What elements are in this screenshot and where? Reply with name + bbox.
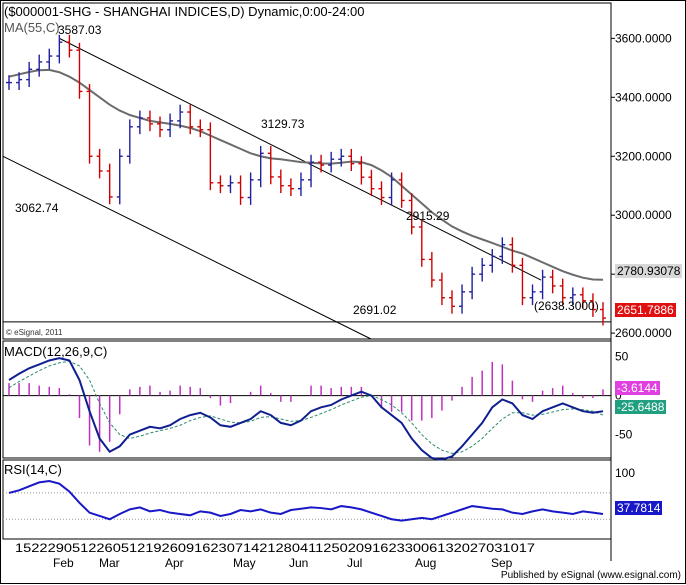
x-month-label: Aug: [415, 556, 436, 570]
macd-tick-label: 0: [615, 389, 622, 403]
x-month-label: Apr: [165, 556, 184, 570]
ma-label: MA(55,C): [4, 20, 60, 35]
annotation-target: (2638.3000): [534, 299, 599, 313]
panel-frame-0: [2, 2, 612, 340]
rsi-title: RSI(14,C): [4, 462, 62, 477]
rsi-line: [8, 480, 604, 522]
macd-signal-line: [8, 360, 604, 454]
price-tick-label: 3600.0000: [615, 31, 672, 45]
annotation-2691: 2691.02: [353, 303, 397, 317]
price-tick-label: 2600.0000: [615, 326, 672, 340]
panel-frame-2: [2, 459, 612, 540]
macd-tick-label: -50: [615, 428, 633, 442]
rsi-tick-label: 100: [615, 466, 635, 480]
footer-credit: Published by eSignal (www.esignal.com): [500, 570, 681, 581]
esignal-credit: © eSignal, 2011: [6, 328, 63, 337]
chart-title: ($000001-SHG - SHANGHAI INDICES,D) Dynam…: [4, 4, 365, 19]
macd-tick-label: 50: [615, 350, 629, 364]
x-month-label: Mar: [99, 556, 120, 570]
signal-value-tag: -25.6488: [615, 400, 667, 414]
annotation-3062: 3062.74: [15, 201, 59, 215]
x-month-label: Jun: [289, 556, 308, 570]
price-tick-label: 3200.0000: [615, 149, 672, 163]
price-tick-label: 3000.0000: [615, 208, 672, 222]
rsi-value-tag: 37.7814: [615, 501, 663, 515]
last-price-tag: 2651.7886: [615, 303, 676, 317]
annotation-2915: 2915.29: [406, 209, 450, 223]
ma-value-tag: 2780.93078: [615, 264, 683, 278]
x-month-label: Feb: [53, 556, 74, 570]
x-month-label: Sep: [491, 556, 513, 570]
x-month-label: May: [233, 556, 256, 570]
annotation-3129: 3129.73: [261, 117, 305, 131]
x-day-ticks: 1522290512260512192609162307142128041125…: [15, 541, 535, 555]
macd-value-tag: -3.6144: [615, 381, 660, 395]
channel-lower-line: [2, 155, 372, 340]
x-month-label: Jul: [347, 556, 362, 570]
macd-title: MACD(12,26,9,C): [4, 344, 108, 359]
channel-upper-line: [59, 37, 542, 281]
ma-line: [8, 68, 604, 281]
price-tick-label: 3400.0000: [615, 90, 672, 104]
annotation-high: 3587.03: [58, 23, 102, 37]
macd-line: [8, 357, 604, 461]
